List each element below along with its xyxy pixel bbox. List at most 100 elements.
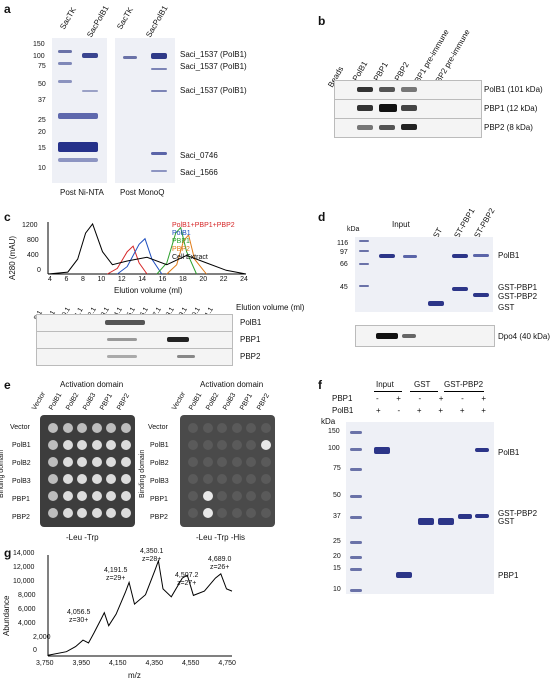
blot-label: PBP1 (12 kDa) <box>484 104 538 113</box>
blot-label: PBP2 (8 kDa) <box>484 123 533 132</box>
y-tick: 0 <box>37 267 41 274</box>
marker-label: 10 <box>38 165 46 172</box>
colony-spot <box>106 457 116 467</box>
x-tick: 16 <box>158 276 167 283</box>
polb1-signs: + - + + + + <box>376 406 486 415</box>
y-tick: 2,000 <box>33 634 51 641</box>
marker-label: 15 <box>333 565 341 572</box>
colony-spot <box>120 508 131 518</box>
pbp1-signs: - + - + - + <box>376 394 486 403</box>
colony-spot <box>246 474 256 484</box>
band-label: PolB1 <box>498 251 520 260</box>
x-tick: 4,150 <box>108 660 127 667</box>
y-tick: 12,000 <box>13 564 35 571</box>
blot-c-polb1 <box>36 314 233 332</box>
y-tick: 0 <box>33 647 37 654</box>
y-tick: 8,000 <box>18 592 36 599</box>
row-label: PBP1 <box>332 394 353 403</box>
gel-ni-nta <box>52 38 107 183</box>
colony-spot <box>188 474 198 484</box>
colony-spot <box>217 474 227 484</box>
colony-spot <box>48 440 58 450</box>
x-tick: 22 <box>219 276 228 283</box>
colony-spot <box>77 491 87 501</box>
panel-a-label: a <box>4 2 11 16</box>
colony-spot <box>120 474 131 484</box>
colony-spot <box>77 457 87 467</box>
colony-spot <box>188 508 198 518</box>
gel-f <box>346 422 494 594</box>
legend-entry: PBP2 <box>172 246 190 253</box>
colony-spot <box>120 457 131 467</box>
colony-spot <box>48 491 58 501</box>
y-tick: 10,000 <box>13 578 35 585</box>
x-tick: 4,550 <box>181 660 200 667</box>
sign: + <box>459 406 465 415</box>
sign: - <box>418 394 422 403</box>
plate-header: Activation domain <box>60 380 124 389</box>
marker-label: 37 <box>38 97 46 104</box>
row-label: PBP2 <box>150 514 168 521</box>
gel-caption: Post MonoQ <box>120 188 165 197</box>
marker-label: 45 <box>340 284 348 291</box>
band-label: GST <box>498 303 515 312</box>
x-tick: 24 <box>240 276 248 283</box>
colony-spot <box>246 508 256 518</box>
row-label: Vector <box>148 424 168 431</box>
blot-dpo4 <box>355 325 495 347</box>
series-line-1 <box>117 237 163 275</box>
x-tick-row: 3,750 3,950 4,150 4,350 4,550 4,750 <box>36 660 236 668</box>
blot-c-pbp2 <box>36 348 233 366</box>
colony-spot <box>62 440 73 450</box>
panel-c-label: c <box>4 210 11 224</box>
colony-spot <box>91 440 102 450</box>
colony-spot <box>106 491 116 501</box>
colony-spot <box>120 440 131 450</box>
blot-c-pbp1 <box>36 331 233 349</box>
x-axis-label: Elution volume (ml) <box>114 286 183 295</box>
legend-entry: Cell Extract <box>172 254 208 261</box>
sign: + <box>376 406 381 415</box>
lane-label: Input <box>392 220 410 229</box>
yeast-plate-left <box>40 415 135 527</box>
colony-spot <box>62 423 73 433</box>
band-label: Saci_1537 (PolB1) <box>180 62 247 71</box>
y-tick: 400 <box>27 252 39 259</box>
marker-label: 100 <box>33 53 45 60</box>
colony-spot <box>48 508 58 518</box>
marker-label: 50 <box>333 492 341 499</box>
sign: + <box>481 406 486 415</box>
marker-label: 116 <box>337 240 349 247</box>
series-line-4 <box>47 222 247 275</box>
colony-spot <box>188 423 198 433</box>
x-axis-label: m/z <box>128 671 141 680</box>
group-bracket <box>374 391 402 392</box>
colony-spot <box>217 491 227 501</box>
marker-label: 66 <box>340 261 348 268</box>
sign: + <box>416 406 422 415</box>
colony-spot <box>91 474 102 484</box>
colony-spot <box>202 440 213 450</box>
y-tick: 1200 <box>22 222 38 229</box>
peak-label: 4,689.0 z=26+ <box>208 556 232 571</box>
row-label: Vector <box>10 424 30 431</box>
band-label: Saci_1537 (PolB1) <box>180 86 247 95</box>
gel-pulldown <box>355 237 493 312</box>
sign: + <box>438 406 444 415</box>
colony-spot <box>246 491 256 501</box>
colony-spot <box>202 508 213 518</box>
row-axis-label: Binding domain <box>139 449 146 498</box>
row-label: PolB1 <box>12 442 31 449</box>
row-label: PolB3 <box>150 478 169 485</box>
kda-label: kDa <box>321 417 336 426</box>
marker-label: 75 <box>333 465 341 472</box>
kda-label: kDa <box>347 226 360 233</box>
colony-spot <box>91 508 102 518</box>
colony-spot <box>62 474 73 484</box>
colony-spot <box>48 474 58 484</box>
y-tick: 6,000 <box>18 606 36 613</box>
colony-spot <box>202 457 213 467</box>
sign: - <box>461 394 464 403</box>
series-line-2 <box>156 226 197 275</box>
